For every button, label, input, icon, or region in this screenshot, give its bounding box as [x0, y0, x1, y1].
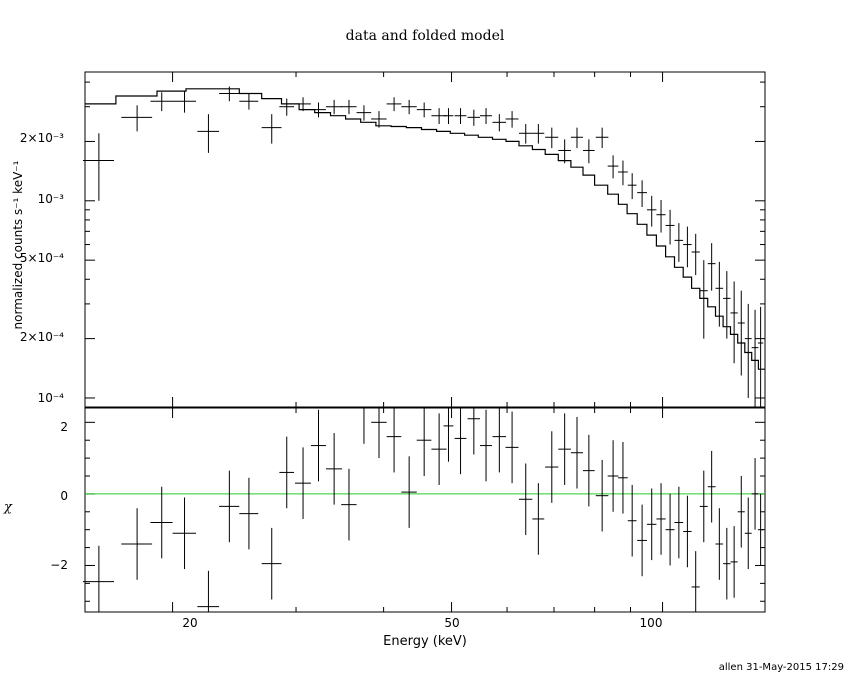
top-y-tick-label: 10⁻⁴: [37, 391, 64, 405]
chart-title: data and folded model: [345, 28, 505, 44]
folded-model-line: [85, 88, 765, 370]
x-axis-label: Energy (keV): [383, 634, 467, 649]
x-tick-label: 50: [444, 616, 460, 630]
bottom-y-tick-label: 0: [60, 489, 68, 503]
bottom-panel-frame: [84, 407, 766, 613]
bottom-y-axis-label: χ: [4, 500, 12, 515]
bottom-y-tick-label: −2: [50, 558, 68, 572]
x-tick-label: 20: [182, 616, 198, 630]
top-y-tick-label: 2×10⁻³: [19, 131, 64, 145]
x-tick-label: 100: [639, 616, 663, 630]
top-y-tick-label: 5×10⁻⁴: [19, 251, 64, 265]
bottom-y-tick-label: 2: [60, 420, 68, 434]
footer-timestamp: allen 31-May-2015 17:29: [718, 662, 844, 673]
top-panel-frame: [84, 71, 766, 408]
top-y-tick-label: 10⁻³: [37, 192, 64, 206]
top-y-tick-label: 2×10⁻⁴: [19, 330, 64, 344]
